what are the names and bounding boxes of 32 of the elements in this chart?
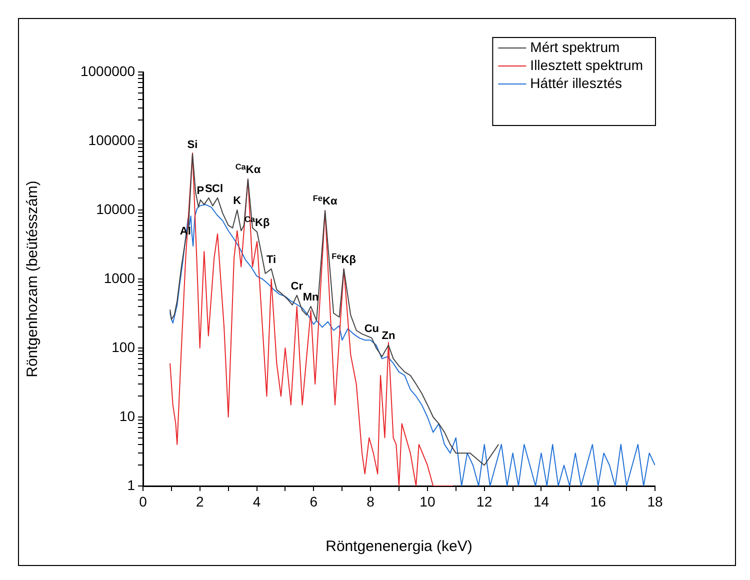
annotation: S xyxy=(205,182,212,195)
y-tick-label: 100 xyxy=(112,338,136,355)
annotation: Cl xyxy=(212,182,224,195)
y-tick-label: 1 xyxy=(127,476,136,493)
y-tick-label: 10 xyxy=(119,408,136,424)
x-tick-label: 4 xyxy=(252,493,261,510)
x-tick-label: 12 xyxy=(476,493,492,510)
x-tick-label: 2 xyxy=(196,493,204,510)
x-tick-label: 0 xyxy=(139,493,148,510)
annotation: Mn xyxy=(302,291,320,304)
annotation: Zn xyxy=(382,330,396,342)
legend-label: Illesztett spektrum xyxy=(530,56,644,73)
annotation: Cu xyxy=(364,322,380,335)
annotation: Cr xyxy=(290,280,304,292)
y-tick-label: 10000 xyxy=(96,200,136,217)
x-tick-label: 8 xyxy=(366,493,375,510)
annotation: K xyxy=(233,195,242,207)
x-axis-title: Röntgenenergia (keV) xyxy=(326,538,472,556)
y-tick-label: 1000 xyxy=(104,270,136,286)
x-tick-label: 16 xyxy=(590,493,606,510)
legend-label: Háttér illesztés xyxy=(530,74,622,91)
y-tick-label: 100000 xyxy=(88,132,136,148)
y-axis-title: Röntgenhozam (beütésszám) xyxy=(24,180,42,378)
x-tick-label: 10 xyxy=(420,493,436,510)
annotation: Si xyxy=(187,138,198,151)
x-tick-label: 6 xyxy=(310,493,318,510)
annotation: Ti xyxy=(266,254,276,266)
annotation: P xyxy=(196,184,204,197)
y-tick-label: 1000000 xyxy=(80,62,136,79)
x-tick-label: 18 xyxy=(647,493,663,510)
legend-label: Mért spektrum xyxy=(530,38,620,55)
x-tick-label: 14 xyxy=(533,493,550,510)
